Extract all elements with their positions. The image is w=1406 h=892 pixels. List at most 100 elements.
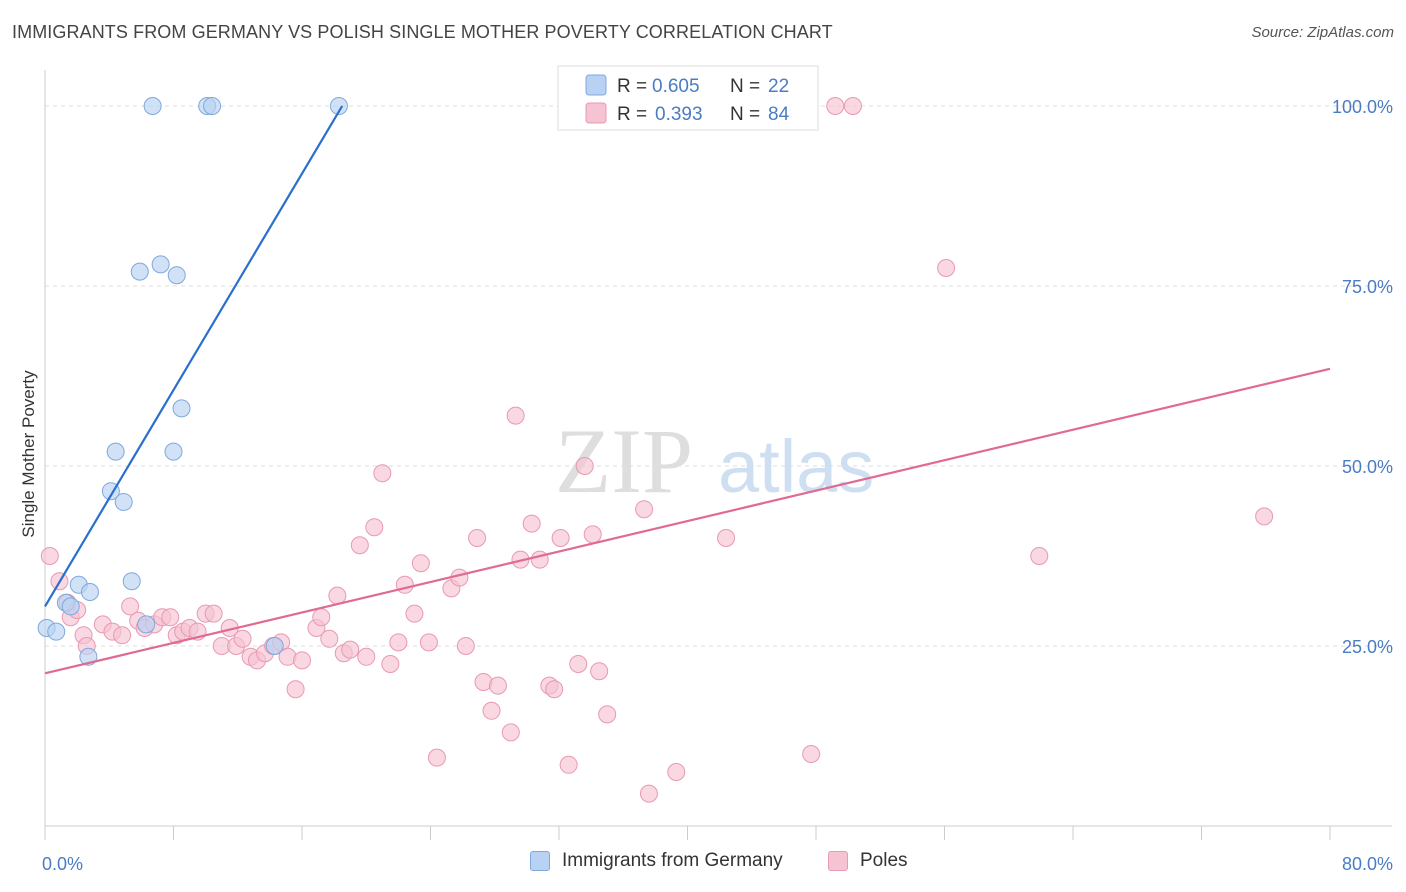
point-poles-35	[312, 608, 331, 627]
legend-label-poles: Poles	[860, 850, 908, 871]
point-germany-12	[143, 97, 162, 115]
chart-source: Source: ZipAtlas.com	[1251, 24, 1394, 41]
point-germany-14	[164, 442, 183, 461]
legend-r-label-germany: R =	[617, 76, 647, 97]
point-poles-65	[551, 529, 570, 547]
point-poles-53	[456, 637, 475, 655]
point-poles-77	[802, 745, 821, 763]
watermark-zip: ZIP	[555, 410, 693, 512]
legend-r-label-poles: R =	[617, 104, 647, 125]
y-tick-label-50: 50.0%	[1342, 457, 1393, 477]
legend-swatch-poles	[585, 102, 607, 124]
legend-item-poles: Poles	[828, 850, 908, 872]
legend-swatch-germany-bottom	[530, 851, 550, 871]
point-poles-68	[575, 457, 594, 475]
point-poles-75	[717, 529, 736, 547]
point-poles-73	[639, 784, 658, 803]
point-poles-44	[381, 655, 400, 673]
point-poles-21	[204, 604, 223, 623]
point-poles-78	[826, 97, 845, 115]
x-tick-label-min: 0.0%	[42, 854, 83, 874]
point-poles-9	[113, 626, 132, 645]
point-poles-45	[389, 633, 408, 652]
point-poles-36	[320, 629, 339, 648]
point-germany-8	[114, 493, 133, 511]
point-poles-82	[1255, 507, 1274, 526]
grid-lines	[45, 105, 1392, 647]
point-poles-80	[937, 259, 956, 277]
point-germany-19	[265, 637, 284, 655]
point-poles-74	[667, 763, 686, 781]
x-tick-labels: 0.0% 80.0%	[42, 854, 1393, 874]
legend-swatch-poles-bottom	[828, 851, 848, 871]
point-poles-56	[482, 701, 501, 720]
point-germany-16	[172, 399, 191, 418]
point-poles-71	[598, 705, 617, 724]
legend-n-label-poles: N =	[730, 104, 760, 125]
point-poles-64	[545, 680, 564, 699]
point-poles-33	[293, 651, 311, 670]
point-poles-40	[350, 536, 369, 555]
point-poles-54	[468, 529, 487, 547]
x-tick-label-max: 80.0%	[1342, 854, 1393, 874]
point-poles-50	[427, 748, 446, 767]
series-germany-points	[37, 97, 348, 666]
trend-line-germany	[44, 105, 344, 607]
point-poles-81	[1030, 547, 1049, 565]
point-poles-49	[419, 633, 438, 652]
y-axis-label: Single Mother Poverty	[19, 370, 38, 538]
point-germany-13	[151, 255, 170, 274]
point-poles-59	[506, 406, 525, 425]
point-poles-32	[286, 680, 305, 699]
point-poles-46	[395, 575, 414, 594]
axes	[44, 70, 1392, 840]
point-poles-67	[569, 655, 588, 673]
legend-bottom: Immigrants from Germany Poles	[0, 850, 1406, 880]
trend-line-poles	[44, 367, 1331, 675]
legend-r-value-poles: 0.393	[655, 104, 703, 125]
point-germany-5	[80, 583, 99, 601]
legend-n-label-germany: N =	[730, 76, 760, 97]
legend-label-germany: Immigrants from Germany	[562, 850, 783, 871]
point-poles-48	[411, 554, 430, 573]
y-tick-label-100: 100.0%	[1332, 97, 1393, 117]
point-germany-7	[106, 442, 125, 461]
point-poles-39	[341, 640, 360, 659]
legend-r-value-germany: 0.605	[652, 76, 700, 97]
point-poles-47	[405, 604, 424, 623]
point-poles-15	[161, 608, 180, 627]
point-germany-11	[137, 615, 156, 634]
chart-title: IMMIGRANTS FROM GERMANY VS POLISH SINGLE…	[12, 22, 833, 42]
trend-lines	[44, 105, 1331, 675]
point-poles-43	[373, 464, 392, 483]
point-poles-61	[522, 514, 541, 533]
legend-swatch-germany	[585, 74, 607, 96]
point-poles-41	[357, 647, 376, 666]
point-poles-58	[501, 723, 520, 742]
legend-top: R = 0.605 N = 22 R = 0.393 N = 84	[557, 65, 819, 131]
point-germany-18	[203, 97, 222, 115]
watermark-atlas: atlas	[718, 425, 874, 508]
legend-n-value-germany: 22	[768, 76, 789, 97]
point-poles-79	[843, 97, 862, 115]
point-poles-10	[121, 597, 140, 616]
point-poles-0	[40, 547, 59, 565]
point-poles-66	[559, 755, 578, 774]
y-tick-label-25: 25.0%	[1342, 637, 1393, 657]
point-germany-1	[47, 622, 66, 641]
point-poles-70	[590, 662, 609, 681]
point-germany-15	[167, 266, 186, 285]
point-poles-69	[583, 525, 602, 544]
point-poles-57	[488, 676, 507, 695]
point-poles-25	[233, 629, 252, 648]
point-germany-20	[329, 97, 348, 115]
point-poles-42	[365, 518, 384, 537]
point-poles-72	[635, 500, 654, 519]
y-tick-labels: 25.0% 50.0% 75.0% 100.0%	[1332, 97, 1393, 657]
point-germany-3	[61, 597, 80, 616]
y-tick-label-75: 75.0%	[1342, 277, 1393, 297]
point-germany-10	[130, 262, 149, 281]
legend-item-germany: Immigrants from Germany	[530, 850, 783, 872]
legend-n-value-poles: 84	[768, 104, 790, 125]
